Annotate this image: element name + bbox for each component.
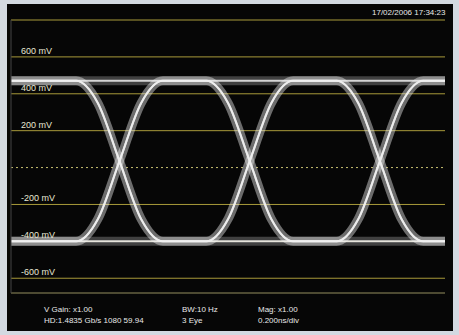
svg-text:200 mV: 200 mV (21, 120, 52, 130)
html-text:BW:10 Hz: BW:10 Hz (182, 305, 218, 314)
html-text:Mag: x1.00: Mag: x1.00 (258, 305, 298, 314)
html-text:17/02/2006 17:34:23: 17/02/2006 17:34:23 (372, 8, 446, 17)
svg-text:400 mV: 400 mV (21, 83, 52, 93)
svg-text:600 mV: 600 mV (21, 46, 52, 56)
svg-text:-200 mV: -200 mV (21, 193, 55, 203)
svg-text:-400 mV: -400 mV (21, 230, 55, 240)
html-text:HD:1.4835 Gb/s 1080 59.94: HD:1.4835 Gb/s 1080 59.94 (44, 316, 144, 325)
svg-text:-600 mV: -600 mV (21, 267, 55, 277)
html-text:0.200ns/div: 0.200ns/div (258, 316, 299, 325)
html-text:V Gain: x1.00: V Gain: x1.00 (44, 305, 93, 314)
html-text:3 Eye: 3 Eye (182, 316, 203, 325)
